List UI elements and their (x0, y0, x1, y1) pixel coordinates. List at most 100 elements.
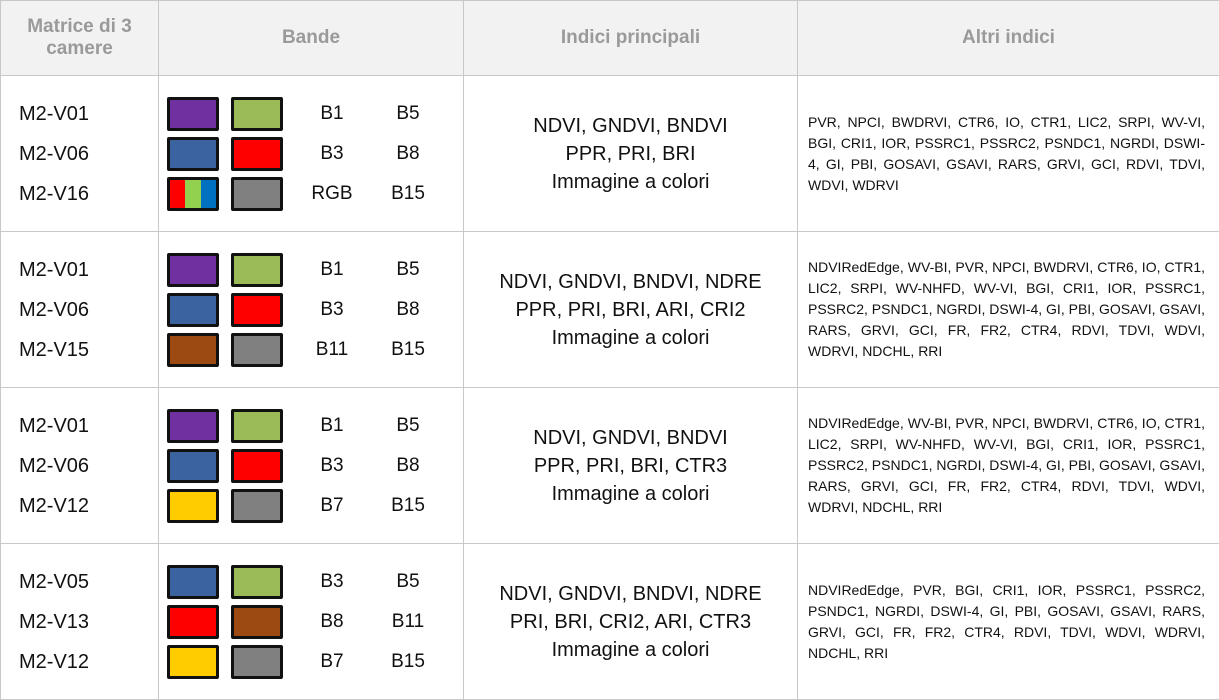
band-grid: B3 B5 B8 B11 B7 B15 (159, 562, 463, 682)
main-indices-cell: NDVI, GNDVI, BNDVI, NDRE PPR, PRI, BRI, A… (463, 231, 798, 388)
band-swatch-b7 (167, 644, 219, 679)
camera-cell: M2-V01 M2-V06 M2-V16 (0, 75, 159, 232)
band-swatch-b15 (231, 644, 283, 679)
band-label: B1 (320, 414, 344, 436)
other-indices-cell: NDVIRedEdge, WV-BI, PVR, NPCI, BWDRVI, C… (797, 387, 1219, 544)
band-label: B5 (396, 570, 420, 592)
band-label: B15 (391, 338, 425, 360)
other-indices-cell: NDVIRedEdge, WV-BI, PVR, NPCI, BWDRVI, C… (797, 231, 1219, 388)
header-main-indices: Indici principali (463, 0, 798, 76)
camera-cell: M2-V05 M2-V13 M2-V12 (0, 543, 159, 700)
band-swatch-b5 (231, 252, 283, 287)
band-label: B7 (320, 494, 344, 516)
main-indices-line: PPR, PRI, BRI, CTR3 (533, 454, 728, 477)
header-other-indices: Altri indici (797, 0, 1219, 76)
band-label: B15 (391, 182, 425, 204)
rgb-stripe (185, 179, 201, 208)
band-swatch-b3 (167, 292, 219, 327)
band-label: B1 (320, 102, 344, 124)
camera-name: M2-V01 (19, 258, 90, 281)
band-label: B8 (396, 454, 420, 476)
band-swatch-b15 (231, 488, 283, 523)
band-label: B11 (391, 610, 425, 632)
rgb-stripe (170, 179, 186, 208)
band-label: B3 (320, 298, 344, 320)
band-swatch-b11 (167, 332, 219, 367)
band-swatch-b3 (167, 448, 219, 483)
table-row: M2-V01 M2-V06 M2-V12 B1 B5 B3 B8 B7 B15 NDVI, GND… (0, 387, 1219, 544)
band-label: B8 (320, 610, 344, 632)
table-row: M2-V01 M2-V06 M2-V16 B1 B5 B3 B8 RGB B15 NDVI, GN… (0, 75, 1219, 232)
band-swatch-b8 (167, 604, 219, 639)
band-grid: B1 B5 B3 B8 RGB B15 (159, 94, 463, 214)
band-swatch-b8 (231, 292, 283, 327)
main-indices-line: NDVI, GNDVI, BNDVI, NDRE (499, 270, 762, 293)
band-swatch-b5 (231, 408, 283, 443)
camera-name: M2-V05 (19, 570, 90, 593)
band-label: B15 (391, 650, 425, 672)
camera-name: M2-V06 (19, 454, 90, 477)
other-indices-cell: PVR, NPCI, BWDRVI, CTR6, IO, CTR1, LIC2,… (797, 75, 1219, 232)
band-swatch-b15 (231, 332, 283, 367)
main-indices-line: PPR, PRI, BRI (565, 142, 696, 165)
camera-name: M2-V01 (19, 102, 90, 125)
band-label: B3 (320, 142, 344, 164)
main-indices-line: Immagine a colori (551, 482, 710, 505)
main-indices-line: Immagine a colori (551, 326, 710, 349)
header-camera: Matrice di 3 camere (0, 0, 159, 76)
band-swatch-b8 (231, 448, 283, 483)
band-swatch-b7 (167, 488, 219, 523)
camera-name: M2-V15 (19, 338, 90, 361)
camera-name: M2-V13 (19, 610, 90, 633)
band-swatch-b1 (167, 252, 219, 287)
camera-name: M2-V12 (19, 650, 90, 673)
band-label: B3 (320, 454, 344, 476)
main-indices-line: Immagine a colori (551, 638, 710, 661)
band-swatch-b11 (231, 604, 283, 639)
band-label: B1 (320, 258, 344, 280)
bands-cell: B1 B5 B3 B8 B11 B15 (158, 231, 464, 388)
main-indices-cell: NDVI, GNDVI, BNDVI PPR, PRI, BRI Immagine … (463, 75, 798, 232)
band-swatch-b8 (231, 136, 283, 171)
table-row: M2-V01 M2-V06 M2-V15 B1 B5 B3 B8 B11 B15 NDVI, GN… (0, 231, 1219, 388)
band-swatch-b3 (167, 564, 219, 599)
band-swatch-b5 (231, 96, 283, 131)
band-label: B7 (320, 650, 344, 672)
main-indices-cell: NDVI, GNDVI, BNDVI, NDRE PRI, BRI, CRI2, … (463, 543, 798, 700)
band-label: B8 (396, 142, 420, 164)
main-indices-line: PPR, PRI, BRI, ARI, CRI2 (515, 298, 746, 321)
bands-cell: B1 B5 B3 B8 RGB B15 (158, 75, 464, 232)
header-row: Matrice di 3 camere Bande Indici princip… (0, 0, 1219, 76)
bands-cell: B1 B5 B3 B8 B7 B15 (158, 387, 464, 544)
camera-name: M2-V06 (19, 142, 90, 165)
camera-cell: M2-V01 M2-V06 M2-V12 (0, 387, 159, 544)
main-indices-line: Immagine a colori (551, 170, 710, 193)
main-indices-line: PRI, BRI, CRI2, ARI, CTR3 (509, 610, 752, 633)
band-label: B5 (396, 102, 420, 124)
rgb-stripe (200, 179, 216, 208)
camera-name: M2-V01 (19, 414, 90, 437)
band-swatch-b3 (167, 136, 219, 171)
band-swatch-b1 (167, 96, 219, 131)
main-indices-line: NDVI, GNDVI, BNDVI (533, 114, 728, 137)
bands-cell: B3 B5 B8 B11 B7 B15 (158, 543, 464, 700)
band-grid: B1 B5 B3 B8 B11 B15 (159, 250, 463, 370)
band-swatch-b15 (231, 176, 283, 211)
band-label: B11 (315, 338, 349, 360)
band-label: B5 (396, 258, 420, 280)
band-label: B8 (396, 298, 420, 320)
main-indices-cell: NDVI, GNDVI, BNDVI PPR, PRI, BRI, CTR3 Imm… (463, 387, 798, 544)
band-swatch-rgb (167, 176, 219, 211)
band-label: B15 (391, 494, 425, 516)
camera-name: M2-V16 (19, 182, 90, 205)
camera-name: M2-V12 (19, 494, 90, 517)
header-bands: Bande (158, 0, 464, 76)
band-swatch-b1 (167, 408, 219, 443)
band-label: RGB (311, 182, 353, 204)
main-indices-line: NDVI, GNDVI, BNDVI, NDRE (499, 582, 762, 605)
main-indices-line: NDVI, GNDVI, BNDVI (533, 426, 728, 449)
band-label: B5 (396, 414, 420, 436)
other-indices-cell: NDVIRedEdge, PVR, BGI, CRI1, IOR, PSSRC1… (797, 543, 1219, 700)
camera-cell: M2-V01 M2-V06 M2-V15 (0, 231, 159, 388)
